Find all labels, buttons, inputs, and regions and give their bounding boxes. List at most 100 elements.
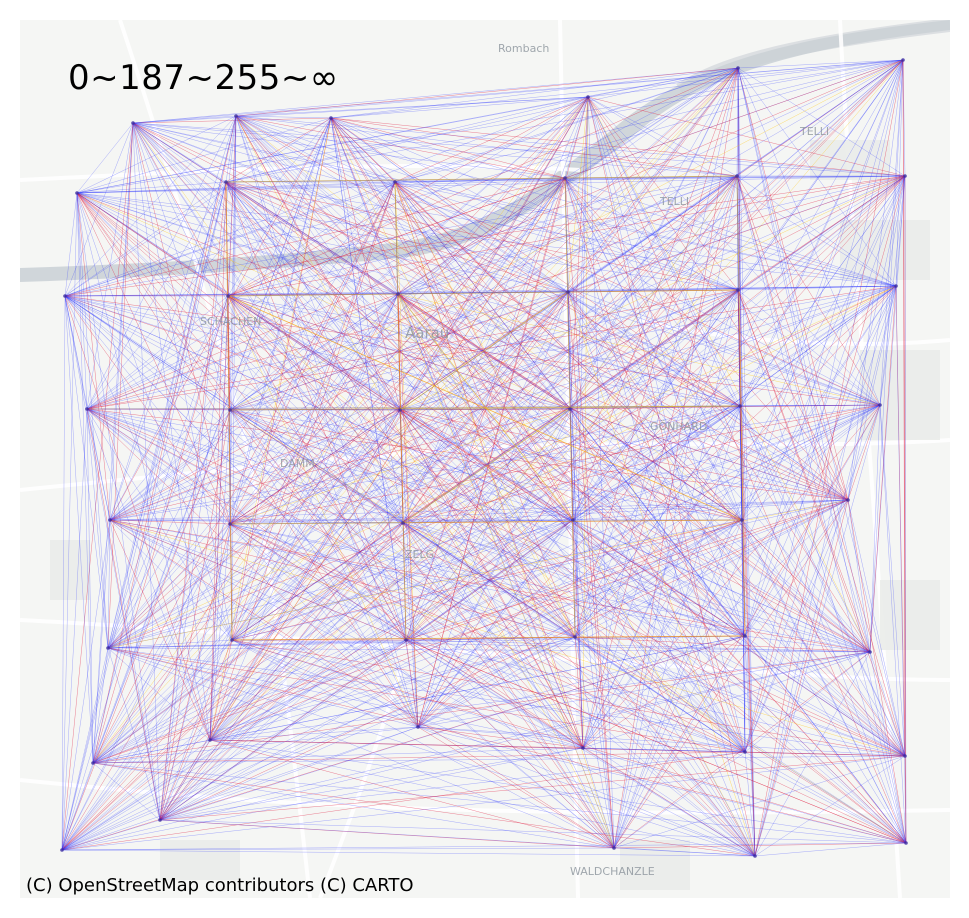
network-edge	[417, 289, 739, 728]
network-node	[753, 854, 757, 858]
network-edge	[402, 59, 904, 524]
network-edge	[61, 175, 738, 851]
network-edge	[86, 408, 574, 521]
map-attribution: (C) OpenStreetMap contributors (C) CARTO	[26, 875, 414, 896]
network-edge	[76, 192, 881, 406]
network-edge	[569, 408, 746, 753]
network-edge	[402, 522, 906, 757]
network-edge	[737, 67, 906, 177]
network-edge	[132, 122, 161, 821]
network-edge	[739, 405, 906, 757]
network-edge	[613, 499, 849, 849]
map-canvas[interactable]: Rombach TELLI TELLI SCHACHEN Aarau GÖNHARD DAM…	[20, 20, 950, 898]
network-edge	[235, 115, 399, 295]
network-edge	[587, 96, 738, 177]
network-edge	[159, 726, 419, 821]
network-edge	[86, 408, 161, 821]
network-edge	[225, 115, 237, 183]
network-node	[75, 191, 79, 195]
network-node	[60, 848, 64, 852]
network-node	[393, 180, 397, 184]
network-node	[228, 522, 232, 526]
network-edge	[109, 409, 231, 521]
network-edge	[417, 175, 738, 728]
network-edge	[86, 408, 231, 525]
network-edge	[109, 96, 589, 521]
network-edge	[209, 67, 739, 741]
river-aare	[20, 20, 950, 282]
network-node	[131, 121, 135, 125]
network-edge	[92, 739, 211, 764]
network-edge	[132, 96, 589, 124]
network-edge	[394, 181, 881, 406]
network-node	[581, 746, 585, 750]
network-edge	[86, 96, 589, 410]
network-edge	[132, 115, 237, 124]
network-edge	[235, 115, 404, 524]
network-node	[738, 404, 742, 408]
network-edge	[235, 115, 419, 728]
network-edge	[741, 59, 904, 521]
network-edge	[235, 115, 746, 753]
network-edge	[231, 291, 569, 641]
network-edge	[744, 285, 897, 637]
network-edge	[613, 847, 756, 857]
network-edge	[229, 404, 881, 525]
network-edge	[564, 177, 881, 406]
place-label: TELLI	[659, 195, 689, 208]
network-edge	[739, 405, 849, 501]
network-edge	[132, 122, 615, 849]
network-edge	[225, 181, 404, 524]
network-edge	[61, 726, 419, 851]
network-edge	[754, 175, 906, 857]
network-edge	[231, 639, 906, 757]
network-edge	[567, 291, 849, 501]
network-edge	[569, 285, 897, 410]
network-edge	[92, 519, 743, 764]
network-edge	[92, 519, 111, 764]
network-edge	[64, 295, 211, 741]
network-edge	[86, 408, 233, 641]
network-edge	[64, 122, 134, 297]
network-edge	[405, 499, 849, 641]
network-edge	[109, 181, 396, 521]
network-edge	[227, 181, 396, 297]
network-edge	[227, 295, 906, 757]
network-edge	[405, 639, 871, 653]
network-edge	[582, 285, 897, 749]
network-edge	[235, 115, 741, 407]
network-node	[234, 114, 238, 118]
network-edge	[61, 762, 94, 851]
network-edge	[64, 117, 332, 297]
network-edge	[229, 117, 332, 411]
network-edge	[86, 289, 739, 410]
network-edge	[61, 409, 231, 851]
network-edge	[737, 67, 906, 757]
network-edge	[86, 175, 738, 410]
network-edge	[76, 192, 739, 291]
network-edge	[76, 192, 743, 521]
network-edge	[64, 295, 401, 411]
network-edge-strong	[399, 291, 569, 411]
network-edge	[209, 408, 571, 741]
network-edge	[61, 519, 111, 851]
network-edge	[86, 293, 399, 410]
network-edge	[330, 96, 589, 119]
network-edge	[231, 639, 746, 753]
network-edge	[159, 404, 881, 821]
network-edge	[64, 295, 419, 728]
network-edge	[572, 67, 739, 521]
network-edge	[64, 96, 589, 297]
network-edge	[64, 295, 584, 749]
network-edges	[61, 59, 907, 857]
network-edge	[235, 115, 576, 638]
network-edge	[92, 408, 571, 764]
network-edge	[417, 726, 584, 749]
network-edge	[235, 115, 574, 521]
network-edge	[229, 499, 849, 525]
network-node	[612, 846, 616, 850]
network-node	[563, 176, 567, 180]
network-edge	[231, 404, 881, 641]
network-edge	[209, 739, 906, 757]
network-edge	[209, 519, 743, 741]
